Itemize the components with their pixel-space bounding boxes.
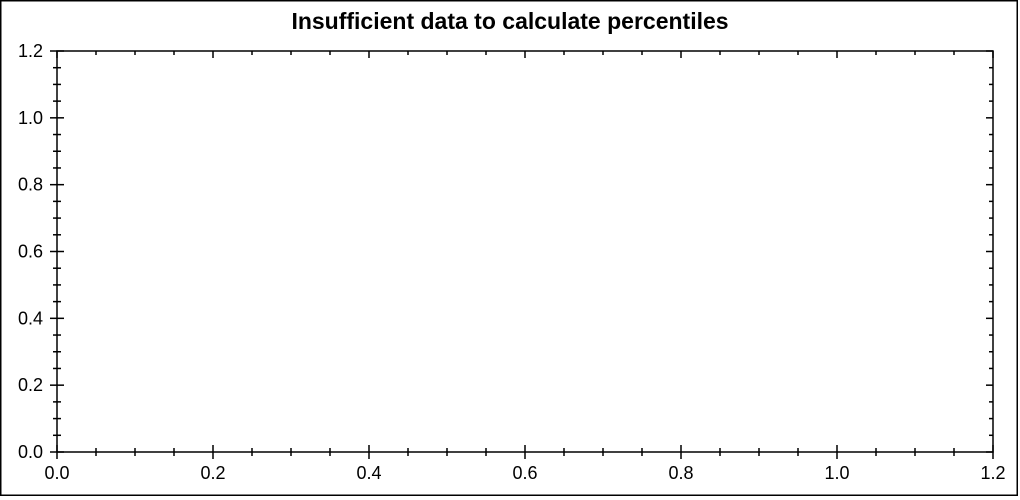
y-tick-label: 1.2 (18, 41, 43, 61)
x-tick-label: 0.2 (200, 463, 225, 483)
y-tick-label: 0.4 (18, 308, 43, 328)
x-tick-label: 0.6 (512, 463, 537, 483)
y-tick-label: 0.0 (18, 442, 43, 462)
x-tick-label: 0.4 (356, 463, 381, 483)
x-tick-label: 0.0 (44, 463, 69, 483)
chart-title: Insufficient data to calculate percentil… (291, 8, 729, 34)
y-tick-label: 0.6 (18, 242, 43, 262)
plot-box (56, 50, 994, 453)
y-tick-label: 0.8 (18, 175, 43, 195)
y-tick-label: 1.0 (18, 108, 43, 128)
x-tick-label: 1.2 (980, 463, 1005, 483)
x-tick-label: 0.8 (668, 463, 693, 483)
x-tick-label: 1.0 (824, 463, 849, 483)
y-tick-label: 0.2 (18, 375, 43, 395)
